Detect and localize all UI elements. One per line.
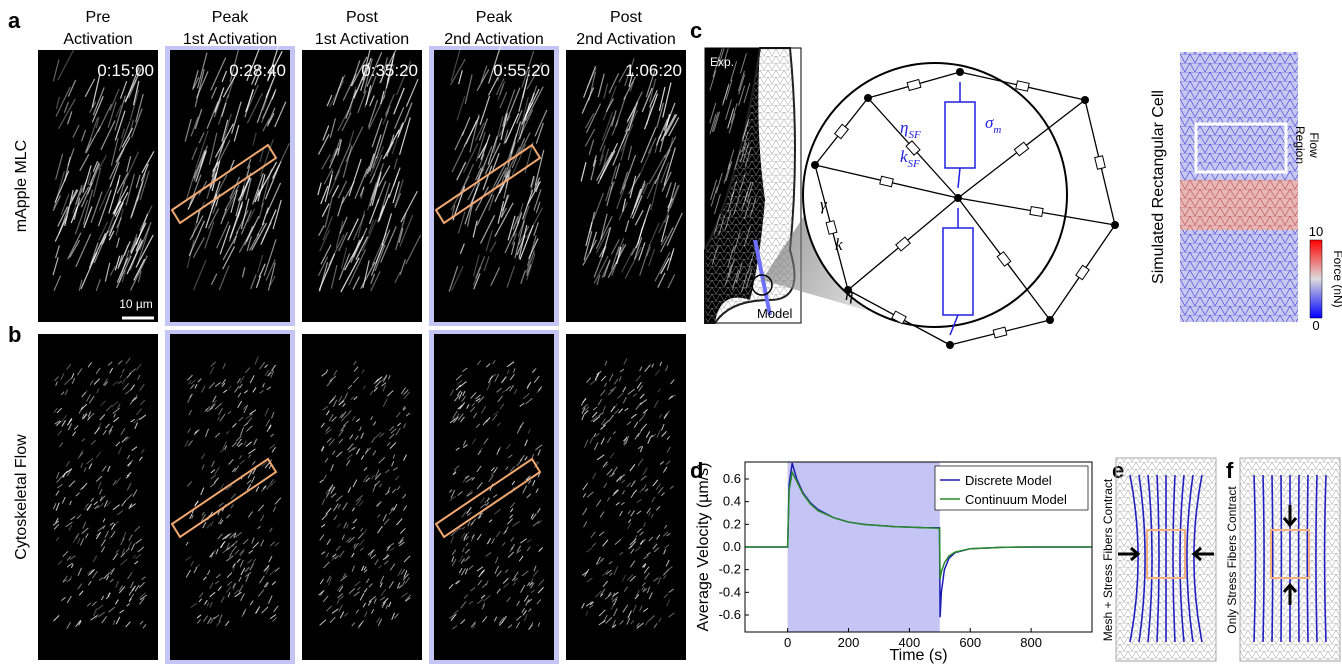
scale-bar-label: 10 µm <box>119 297 153 311</box>
spring-coil <box>1095 156 1106 170</box>
micrograph <box>38 50 158 322</box>
spring-coil <box>993 327 1007 338</box>
column-header: Pre <box>86 9 111 26</box>
y-tick-label: -0.2 <box>719 562 741 577</box>
model-label: Model <box>757 306 793 321</box>
node <box>946 341 954 349</box>
column-header: Peak <box>476 9 513 26</box>
row-label: Cytoskeletal Flow <box>13 434 30 560</box>
timestamp: 1:06:20 <box>625 61 682 80</box>
node <box>1081 96 1089 104</box>
x-tick-label: 200 <box>838 635 860 650</box>
legend-label: Discrete Model <box>965 473 1052 488</box>
x-tick-label: 0 <box>784 635 791 650</box>
symbol-base: k <box>835 235 843 254</box>
region-label: Region <box>1293 126 1307 164</box>
timestamp: 0:28:40 <box>229 61 286 80</box>
y-axis-label: Average Velocity (µm/s) <box>695 463 712 632</box>
legend: Discrete Model Continuum Model <box>935 466 1088 510</box>
column-header: Peak <box>212 9 249 26</box>
force-band <box>1180 180 1298 230</box>
figure: Pre Activation 0:15:00 Peak 1st Activation 0:… <box>0 0 1342 664</box>
zoom-circle <box>803 63 1067 327</box>
micrograph <box>170 334 290 660</box>
legend-label: Continuum Model <box>965 492 1067 507</box>
column-header: 1st Activation <box>183 31 277 48</box>
spring-coil <box>1016 81 1029 91</box>
column-header: 2nd Activation <box>576 31 676 48</box>
colorbar-tick: 10 <box>1309 224 1323 239</box>
column-header: Post <box>610 9 643 26</box>
colorbar-title: Force (nN) <box>1331 250 1342 307</box>
x-tick-label: 600 <box>959 635 981 650</box>
panel-caption: Only Stress Fibers Contract <box>1225 486 1239 634</box>
column-header: Post <box>346 9 379 26</box>
node <box>1111 221 1119 229</box>
symbol-base: η <box>900 118 908 137</box>
spring-coil <box>1030 207 1043 217</box>
symbol: k <box>835 235 843 254</box>
region-label: Flow <box>1307 132 1321 158</box>
y-tick-label: 0.6 <box>723 471 741 486</box>
colorbar-tick: 0 <box>1312 318 1319 333</box>
timestamp: 0:55:20 <box>493 61 550 80</box>
symbol-sub: SF <box>908 129 921 141</box>
y-tick-label: -0.4 <box>719 584 741 599</box>
exp-label: Exp. <box>710 55 734 69</box>
panel-label: c <box>690 18 702 43</box>
micrograph <box>38 334 158 660</box>
colorbar <box>1310 240 1322 318</box>
column-header: 1st Activation <box>315 31 409 48</box>
node <box>1046 316 1054 324</box>
node <box>811 161 819 169</box>
symbol-sub: SF <box>908 158 921 170</box>
timestamp: 0:35:20 <box>361 61 418 80</box>
spring-coil <box>1076 265 1089 279</box>
column-header: 2nd Activation <box>444 31 544 48</box>
symbol-base: η <box>845 285 853 304</box>
node <box>864 94 872 102</box>
panel-label: a <box>8 8 21 33</box>
panel-caption: Mesh + Stress Fibers Contract <box>1101 478 1115 641</box>
panel-label: f <box>1226 458 1234 483</box>
y-tick-label: 0.0 <box>723 539 741 554</box>
symbol: η <box>845 285 853 304</box>
x-axis-label: Time (s) <box>889 647 947 664</box>
highlight-region <box>788 462 940 632</box>
y-tick-label: 0.4 <box>723 494 741 509</box>
y-tick-label: 0.2 <box>723 516 741 531</box>
timestamp: 0:15:00 <box>97 61 154 80</box>
cell-title: Simulated Rectangular Cell <box>1150 90 1167 284</box>
symbol-sub: m <box>993 124 1001 136</box>
column-header: Activation <box>63 31 132 48</box>
node <box>956 68 964 76</box>
fiber-line <box>1307 475 1308 642</box>
x-tick-label: 800 <box>1020 635 1042 650</box>
fiber-line <box>1272 475 1273 642</box>
node <box>954 194 962 202</box>
y-tick-label: -0.6 <box>719 607 741 622</box>
panel-label: b <box>8 322 21 347</box>
row-label: mApple MLC <box>13 140 30 232</box>
micrograph <box>566 50 686 322</box>
